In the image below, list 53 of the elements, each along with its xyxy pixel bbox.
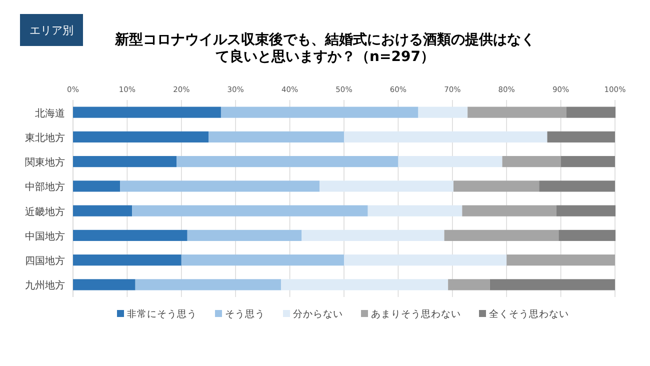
bar	[73, 131, 208, 142]
y-tick-label: 関東地方	[25, 156, 65, 169]
y-tick-label: 北海道	[35, 107, 65, 120]
legend-label: 分からない	[293, 308, 343, 320]
bar	[558, 230, 616, 241]
bar	[181, 254, 344, 266]
bar	[547, 131, 615, 142]
bar	[73, 279, 136, 290]
bar	[453, 180, 540, 192]
y-tick-label: 九州地方	[25, 280, 65, 292]
bar	[73, 230, 188, 241]
bar	[368, 205, 462, 216]
bar	[468, 106, 566, 118]
legend-label: 全くそう思わない	[489, 308, 569, 320]
bar	[448, 279, 490, 290]
bar	[132, 205, 368, 216]
legend-label: 非常にそう思う	[127, 308, 197, 320]
bar	[135, 279, 282, 290]
y-tick-label: 中国地方	[25, 230, 65, 242]
bar	[506, 254, 615, 266]
chart-title: 新型コロナウイルス収束後でも、結婚式における酒類の提供はなくて良いと思いますか？（n=297）	[114, 31, 535, 65]
bar	[208, 131, 344, 142]
y-tick-label: 中部地方	[25, 181, 65, 194]
bar	[566, 106, 616, 118]
legend-label: そう思う	[225, 309, 265, 320]
y-tick-label: 東北地方	[25, 132, 65, 144]
annotation: エリア別	[20, 14, 83, 46]
bar	[418, 106, 468, 118]
bar	[73, 205, 132, 216]
y-tick-label: 四国地方	[25, 255, 65, 268]
bar	[444, 230, 559, 241]
bar	[560, 156, 615, 168]
bar	[73, 180, 120, 192]
bar	[302, 230, 444, 241]
bar	[73, 156, 177, 168]
bar	[539, 180, 615, 192]
bar	[344, 131, 548, 142]
y-tick-label: 近畿地方	[25, 206, 65, 218]
bar	[281, 279, 448, 290]
bar	[187, 230, 302, 241]
bar	[462, 205, 556, 216]
bar	[120, 180, 320, 192]
bar	[220, 106, 418, 118]
bar	[73, 106, 221, 118]
bar	[176, 156, 398, 168]
bar	[320, 180, 454, 192]
bar	[344, 254, 507, 266]
bar	[73, 254, 182, 266]
bar	[398, 156, 502, 168]
bar	[556, 205, 616, 216]
bar	[490, 279, 615, 290]
bar	[502, 156, 561, 168]
legend-label: あまりそう思わない	[371, 309, 461, 320]
